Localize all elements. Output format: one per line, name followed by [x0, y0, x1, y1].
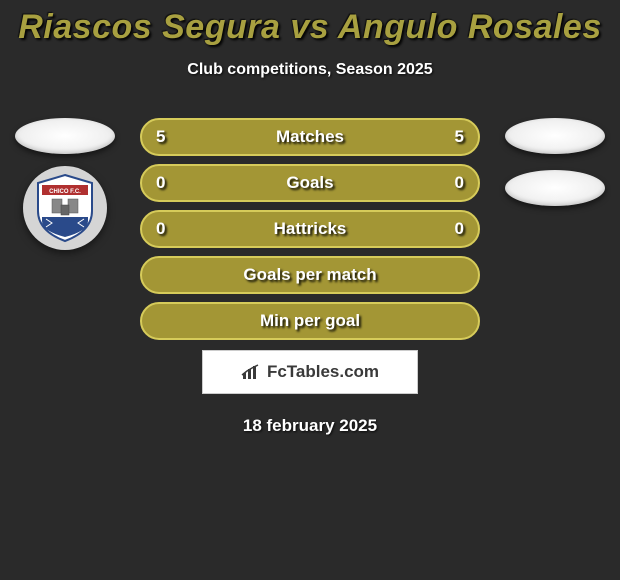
stat-row-matches: 5 Matches 5	[140, 118, 480, 156]
club-crest-left-icon: CHICO F.C.	[23, 166, 107, 250]
stat-label: Min per goal	[176, 311, 444, 331]
watermark-text: FcTables.com	[267, 362, 379, 382]
date-line: 18 february 2025	[140, 416, 480, 436]
right-column	[500, 118, 610, 206]
subtitle: Club competitions, Season 2025	[0, 61, 620, 79]
stat-right-value: 0	[444, 219, 464, 239]
stat-row-goals-per-match: Goals per match	[140, 256, 480, 294]
player-left-ellipse-icon	[15, 118, 115, 154]
stat-label: Hattricks	[176, 219, 444, 239]
stat-label: Goals	[176, 173, 444, 193]
svg-text:CHICO F.C.: CHICO F.C.	[49, 189, 81, 195]
left-column: CHICO F.C.	[10, 118, 120, 250]
stat-left-value: 0	[156, 173, 176, 193]
stat-row-hattricks: 0 Hattricks 0	[140, 210, 480, 248]
stat-right-value: 5	[444, 127, 464, 147]
bar-chart-icon	[241, 363, 263, 381]
player-right-ellipse-icon	[505, 118, 605, 154]
stat-left-value: 5	[156, 127, 176, 147]
page-title: Riascos Segura vs Angulo Rosales	[0, 8, 620, 47]
stat-row-min-per-goal: Min per goal	[140, 302, 480, 340]
stat-right-value: 0	[444, 173, 464, 193]
club-right-ellipse-icon	[505, 170, 605, 206]
comparison-card: Riascos Segura vs Angulo Rosales Club co…	[0, 0, 620, 580]
stat-left-value: 0	[156, 219, 176, 239]
stat-row-goals: 0 Goals 0	[140, 164, 480, 202]
stat-label: Matches	[176, 127, 444, 147]
stat-label: Goals per match	[176, 265, 444, 285]
watermark: FcTables.com	[202, 350, 418, 394]
stats-column: 5 Matches 5 0 Goals 0 0 Hattricks 0 Goal…	[140, 118, 480, 436]
